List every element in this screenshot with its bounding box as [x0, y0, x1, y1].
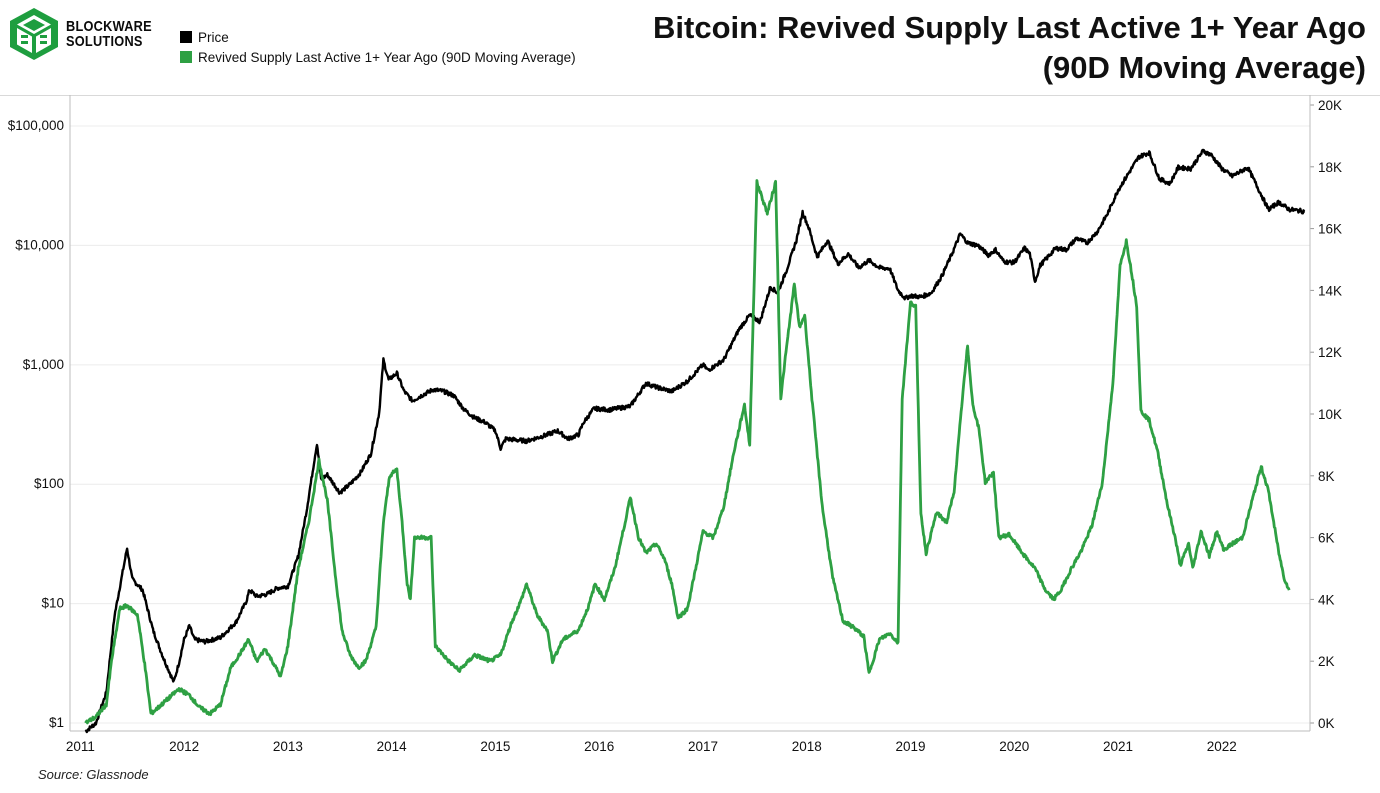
- y-left-tick-label: $100: [34, 476, 64, 491]
- y-left-tick-label: $10,000: [15, 237, 64, 252]
- y-right-tick-label: 8K: [1318, 469, 1335, 484]
- y-left-tick-label: $10: [41, 596, 64, 611]
- tick-labels: $1 $10 $100 $1,000 $10,000 $100,000 0K 2K 4K 6K 8K…: [8, 98, 1342, 754]
- y-right-tick-label: 20K: [1318, 98, 1342, 113]
- y-right-tick-label: 0K: [1318, 716, 1335, 731]
- y-right-tick-label: 6K: [1318, 531, 1335, 546]
- y-right-tick-label: 12K: [1318, 345, 1342, 360]
- x-tick-label: 2021: [1103, 739, 1133, 754]
- y-left-tick-label: $1,000: [23, 357, 64, 372]
- x-tick-label: 2016: [584, 739, 614, 754]
- x-tick-label: 2015: [480, 739, 510, 754]
- x-tick-label: 2017: [688, 739, 718, 754]
- legend-item-price: Price: [180, 27, 576, 47]
- chart-title: Bitcoin: Revived Supply Last Active 1+ Y…: [653, 8, 1366, 88]
- legend-label-revived-supply: Revived Supply Last Active 1+ Year Ago (…: [198, 49, 576, 65]
- y-right-tick-label: 10K: [1318, 407, 1342, 422]
- legend-item-revived-supply: Revived Supply Last Active 1+ Year Ago (…: [180, 47, 576, 67]
- header-divider: [0, 95, 1380, 96]
- x-tick-label: 2011: [66, 739, 95, 754]
- series-group: [84, 148, 1306, 734]
- legend-label-price: Price: [198, 29, 229, 45]
- x-tick-label: 2018: [792, 739, 822, 754]
- series-line-revived-supply: [84, 179, 1291, 725]
- brand-logo: BLOCKWARE SOLUTIONS: [6, 6, 167, 62]
- brand-line2: SOLUTIONS: [66, 33, 143, 50]
- source-note: Source: Glassnode: [38, 767, 149, 782]
- x-tick-label: 2020: [999, 739, 1029, 754]
- series-line-price: [84, 148, 1306, 734]
- x-tick-label: 2012: [169, 739, 199, 754]
- legend-swatch-price: [180, 31, 192, 43]
- y-right-tick-label: 18K: [1318, 160, 1342, 175]
- axes: [69, 95, 1314, 732]
- chart-title-line2: (90D Moving Average): [1042, 50, 1366, 85]
- x-tick-label: 2022: [1207, 739, 1237, 754]
- y-left-tick-label: $100,000: [8, 118, 64, 133]
- x-tick-label: 2019: [895, 739, 925, 754]
- y-right-tick-label: 16K: [1318, 222, 1342, 237]
- chart-legend: Price Revived Supply Last Active 1+ Year…: [180, 27, 576, 67]
- brand-line1: BLOCKWARE: [66, 18, 152, 35]
- y-right-tick-label: 4K: [1318, 592, 1335, 607]
- blockware-cube-logo-icon: [10, 8, 58, 60]
- grid-lines: [70, 125, 1310, 724]
- y-right-tick-label: 2K: [1318, 654, 1335, 669]
- chart-title-line1: Bitcoin: Revived Supply Last Active 1+ Y…: [653, 10, 1366, 45]
- x-tick-label: 2013: [273, 739, 303, 754]
- legend-swatch-revived-supply: [180, 51, 192, 63]
- y-left-tick-label: $1: [49, 715, 64, 730]
- x-tick-label: 2014: [377, 739, 408, 754]
- y-right-tick-label: 14K: [1318, 283, 1342, 298]
